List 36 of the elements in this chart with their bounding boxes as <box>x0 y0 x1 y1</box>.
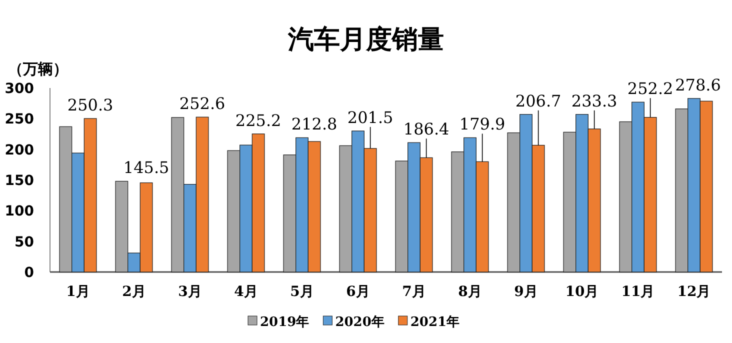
y-tick-label: 0 <box>24 265 34 281</box>
legend-label: 2019年 <box>260 315 310 330</box>
x-tick-label: 6月 <box>346 284 370 300</box>
y-tick-label: 150 <box>4 173 34 189</box>
x-tick-label: 5月 <box>290 284 314 300</box>
data-label: 278.6 <box>675 75 721 94</box>
x-tick-label: 11月 <box>621 284 655 300</box>
data-label: 252.6 <box>179 94 226 114</box>
y-tick-label: 50 <box>14 234 34 250</box>
x-tick-label: 4月 <box>234 284 258 300</box>
x-tick-label: 2月 <box>122 284 146 300</box>
y-tick-label: 100 <box>4 204 34 220</box>
x-tick-label: 10月 <box>565 284 599 300</box>
y-tick-label: 250 <box>4 112 34 128</box>
data-label: 206.7 <box>515 91 562 110</box>
data-label: 250.3 <box>67 95 114 114</box>
x-tick-label: 12月 <box>677 284 711 300</box>
chart-title: 汽车月度销量 <box>287 25 444 55</box>
x-tick-label: 3月 <box>178 284 202 300</box>
data-label: 212.8 <box>291 114 338 134</box>
x-tick-label: 9月 <box>514 284 538 300</box>
x-tick-label: 7月 <box>402 284 426 300</box>
x-tick-label: 1月 <box>66 284 90 300</box>
legend-label: 2021年 <box>410 315 460 330</box>
data-label: 233.3 <box>571 91 618 110</box>
y-axis-title: （万辆） <box>8 60 68 78</box>
data-label: 179.9 <box>459 114 506 134</box>
legend-label: 2020年 <box>335 315 384 330</box>
data-label: 186.4 <box>403 120 450 139</box>
x-tick-label: 8月 <box>458 284 482 300</box>
data-label: 225.2 <box>235 110 282 130</box>
y-tick-label: 200 <box>4 142 34 158</box>
data-label: 145.5 <box>123 158 170 178</box>
data-label: 201.5 <box>347 108 394 127</box>
data-label: 252.2 <box>627 79 674 98</box>
y-tick-label: 300 <box>4 81 34 97</box>
